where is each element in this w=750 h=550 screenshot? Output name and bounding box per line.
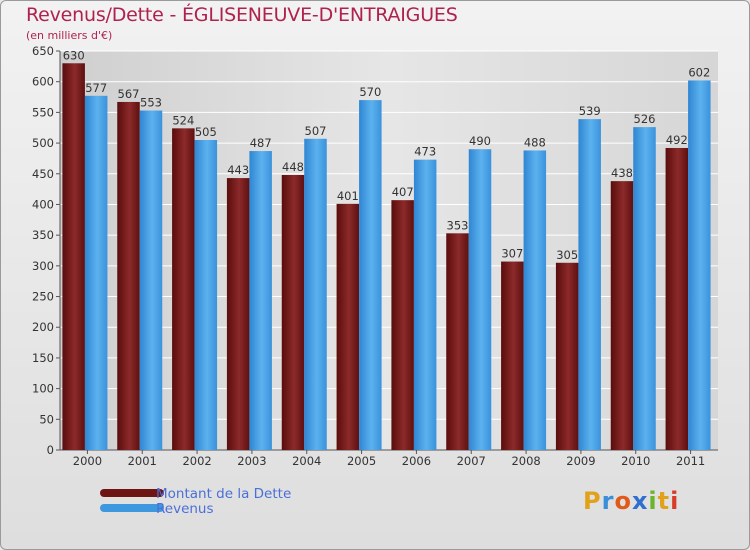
bar-dette (665, 147, 689, 451)
proxiti-logo: Proxiti (583, 487, 679, 515)
logo-letter: i (648, 487, 658, 515)
x-tick-label: 2001 (128, 454, 157, 468)
y-tick-label: 250 (32, 290, 54, 304)
bar-dette (446, 233, 469, 450)
bar-revenus (359, 100, 382, 450)
data-label-revenus: 505 (195, 125, 217, 139)
data-label-revenus: 602 (688, 65, 710, 79)
bar-revenus (468, 149, 492, 450)
data-label-revenus: 507 (305, 124, 327, 138)
bar-dette (336, 203, 360, 450)
x-tick-label: 2011 (676, 454, 705, 468)
logo-letter: i (670, 487, 680, 515)
y-tick-label: 500 (32, 136, 54, 150)
logo-letter: t (657, 487, 671, 515)
bar-revenus (633, 127, 656, 451)
x-tick-label: 2010 (621, 454, 650, 468)
x-tick-label: 2002 (182, 454, 211, 468)
bar-dette (62, 63, 85, 451)
bar-revenus (249, 151, 272, 450)
data-label-revenus: 487 (250, 136, 272, 150)
y-tick-label: 100 (32, 382, 54, 396)
y-tick-label: 550 (32, 105, 54, 119)
bar-revenus (304, 138, 327, 450)
data-label-revenus: 526 (634, 112, 656, 126)
bar-revenus (84, 95, 108, 451)
data-label-dette: 305 (556, 248, 578, 262)
data-label-revenus: 577 (85, 81, 107, 95)
bar-dette (117, 101, 140, 451)
y-tick-label: 300 (32, 259, 54, 273)
bar-dette (281, 174, 305, 450)
x-tick-label: 2008 (511, 454, 540, 468)
y-tick-label: 650 (32, 44, 54, 58)
bar-dette (226, 178, 250, 450)
data-label-revenus: 490 (469, 134, 491, 148)
x-tick-label: 2009 (566, 454, 595, 468)
data-label-dette: 448 (282, 160, 304, 174)
data-label-dette: 567 (118, 87, 140, 101)
legend-label-dette: Montant de la Dette (156, 486, 292, 502)
bar-dette (555, 262, 579, 450)
plot-area (60, 51, 718, 450)
legend-swatch-dette (100, 489, 164, 497)
x-tick-label: 2005 (347, 454, 376, 468)
x-tick-label: 2004 (292, 454, 321, 468)
data-label-dette: 438 (611, 166, 633, 180)
bar-dette (610, 181, 634, 451)
logo-letter: r (601, 487, 615, 515)
data-label-dette: 407 (392, 185, 414, 199)
bar-dette (391, 200, 414, 450)
bar-revenus (688, 80, 711, 451)
y-tick-label: 400 (32, 197, 54, 211)
data-label-revenus: 553 (140, 96, 162, 110)
data-label-dette: 353 (447, 218, 469, 232)
data-label-dette: 401 (337, 189, 359, 203)
y-tick-label: 350 (32, 228, 54, 242)
legend-label-revenus: Revenus (156, 501, 214, 517)
y-tick-label: 50 (39, 412, 54, 426)
bar-revenus (194, 140, 218, 450)
logo-letter: o (614, 487, 632, 515)
bar-revenus (523, 150, 547, 451)
chart-subtitle: (en milliers d'€) (26, 29, 113, 42)
data-label-revenus: 488 (524, 135, 546, 149)
data-label-dette: 524 (172, 113, 194, 127)
chart-title: Revenus/Dette - ÉGLISENEUVE-D'ENTRAIGUES (26, 4, 458, 26)
logo-letter: x (631, 487, 649, 515)
data-label-revenus: 570 (359, 85, 381, 99)
legend-swatch-revenus (100, 504, 164, 512)
logo-letter: P (583, 487, 602, 515)
x-tick-label: 2006 (402, 454, 431, 468)
data-label-dette: 307 (501, 247, 523, 261)
bar-revenus (139, 110, 163, 450)
y-tick-label: 0 (47, 443, 54, 457)
x-tick-label: 2007 (457, 454, 486, 468)
y-tick-label: 150 (32, 351, 54, 365)
y-tick-label: 200 (32, 320, 54, 334)
bar-dette (501, 261, 524, 450)
bar-revenus (578, 119, 601, 450)
bar-revenus (413, 159, 437, 451)
data-label-dette: 443 (227, 163, 249, 177)
y-tick-label: 600 (32, 75, 54, 89)
data-label-dette: 492 (666, 133, 688, 147)
x-tick-label: 2000 (73, 454, 102, 468)
x-tick-label: 2003 (237, 454, 266, 468)
bar-dette (172, 128, 195, 451)
data-label-revenus: 473 (414, 145, 436, 159)
y-tick-label: 450 (32, 167, 54, 181)
data-label-dette: 630 (63, 48, 85, 62)
data-label-revenus: 539 (579, 104, 601, 118)
